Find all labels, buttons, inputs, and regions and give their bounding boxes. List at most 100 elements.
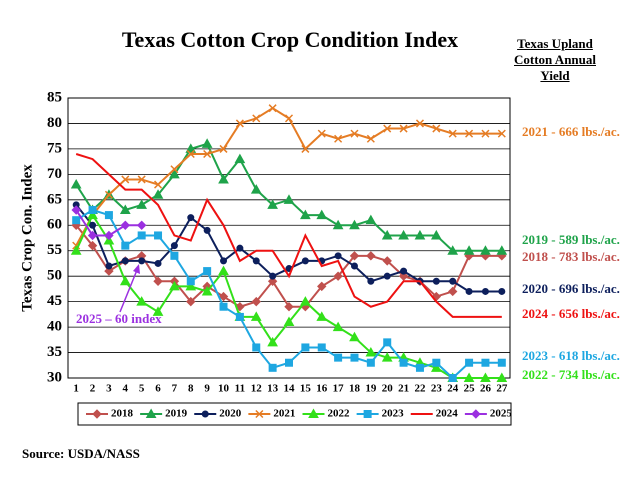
point [349,219,360,230]
point [203,149,212,159]
point [481,129,490,138]
point [382,256,392,266]
point [153,276,163,286]
x-tick-label: 26 [480,383,492,395]
point [415,119,424,128]
legend-marker [308,408,319,418]
x-tick-label: 5 [139,383,145,395]
point [72,216,81,225]
legend-label: 2018 [111,408,134,420]
point [316,311,328,321]
annotation: 2020 - 696 lbs./ac. [522,281,620,296]
point [152,306,164,316]
point [383,272,391,280]
point [447,286,458,297]
point [137,175,146,184]
x-tick-label: 3 [106,383,112,395]
x-tick-label: 10 [218,383,230,395]
legend-label: 2024 [436,408,459,420]
x-tick-label: 1 [73,383,79,395]
point [381,229,393,240]
point [463,372,475,382]
side-title-box: Texas Upland Cotton Annual Yield [514,36,596,83]
point [251,296,261,307]
y-tick-label: 35 [47,344,62,360]
y-tick-label: 40 [47,319,62,335]
point [366,358,375,367]
x-tick-label: 16 [316,383,328,395]
x-tick-label: 8 [188,383,194,395]
annotation-arrow [119,269,138,313]
point [481,287,489,295]
x-tick-label: 2 [90,383,96,395]
side-title: Texas Upland Cotton Annual Yield [514,36,596,83]
plot-area [67,97,511,379]
point [268,363,277,372]
point [283,194,295,204]
y-tick-label: 45 [47,293,62,309]
x-tick-label: 13 [267,383,279,395]
point [70,179,82,189]
point [350,262,358,270]
point [463,245,475,255]
point [269,272,277,280]
annotation: 2024 - 656 lbs./ac. [522,306,620,321]
y-tick-label: 30 [47,369,62,385]
legend-marker [471,409,481,419]
arrow-head [133,264,140,274]
y-tick-label: 85 [47,89,62,105]
x-tick-label: 7 [172,383,178,395]
point [332,321,344,332]
point [87,209,98,220]
point [300,296,311,306]
point [235,119,244,128]
point [283,316,295,326]
point [187,214,195,222]
point [497,129,506,138]
point [414,229,426,240]
point [350,129,359,138]
point [252,114,261,123]
point [185,280,197,291]
x-tick-label: 20 [382,383,394,395]
point [218,291,229,302]
annotation: 2023 - 618 lbs./ac. [522,348,620,363]
y-axis-label: Texas Crop Con. Index [19,164,35,312]
legend-label: 2022 [328,408,351,420]
point [480,372,491,382]
point [120,220,131,230]
point [104,230,114,241]
series-line [75,153,502,318]
point [399,124,408,133]
point [154,180,163,189]
point [465,358,474,367]
point [383,338,392,347]
point [398,229,409,240]
x-tick-label: 17 [333,383,345,395]
point [349,331,360,342]
annotation: 2018 - 783 lbs./ac. [522,249,620,264]
point [381,352,393,362]
point [203,267,212,276]
point [234,153,246,164]
y-tick-label: 75 [47,140,62,156]
point [201,285,213,296]
point [498,287,506,295]
point [497,358,506,367]
point [186,149,195,159]
point [169,280,180,291]
point [465,129,474,138]
legend-label: 2020 [219,408,242,420]
point [317,343,326,352]
point [185,143,197,153]
y-tick-label: 60 [47,217,62,233]
point [235,312,244,321]
point [154,259,162,267]
point [186,277,195,286]
x-tick-label: 21 [398,383,409,395]
point [170,242,178,250]
point [496,372,508,382]
point [137,231,146,240]
legend-label: 2019 [165,408,188,420]
